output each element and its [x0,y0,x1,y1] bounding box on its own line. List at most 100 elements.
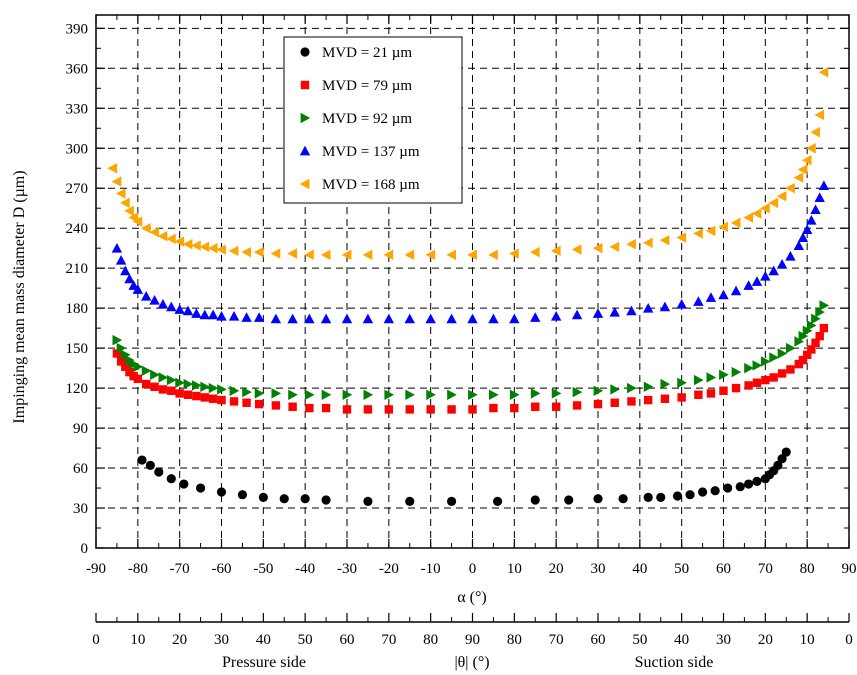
data-point [677,393,686,402]
y-tick-label: 90 [73,421,88,437]
data-point [743,280,754,290]
legend-marker [299,178,310,190]
data-point [810,127,820,138]
data-point [706,389,716,398]
data-point [550,245,561,257]
data-point [341,313,353,324]
x-tick-label: 70 [758,561,773,577]
data-point [814,192,825,202]
grid-lines [96,15,849,548]
data-point [446,249,457,261]
data-point [468,405,477,414]
data-point [208,394,218,403]
data-point [806,143,816,154]
data-point [216,487,227,497]
data-point [710,486,720,496]
data-point [142,379,151,389]
data-point [132,216,143,227]
series-1 [137,447,791,506]
data-point [768,197,779,209]
data-point [530,312,541,322]
data-point [446,313,457,324]
data-point [610,384,620,395]
data-point [141,290,152,301]
data-point [530,246,540,258]
data-point [254,388,265,399]
data-point [253,312,265,322]
data-point [610,398,619,407]
x-tick-label: -20 [379,561,399,577]
x2-tick-label: 30 [716,632,731,648]
data-point [693,296,704,306]
data-point [719,386,728,395]
pressure-side-caption: Pressure side [222,654,306,671]
data-point [242,398,251,407]
legend-label: MVD = 21 µm [322,45,412,61]
data-point [593,399,603,409]
x-tick-label: -30 [337,561,357,577]
data-point [697,487,708,497]
data-point [229,385,240,396]
x-tick-label: -80 [128,561,148,577]
data-point [321,495,331,505]
data-point [786,365,795,374]
data-point [793,172,804,183]
data-point [124,273,135,284]
data-point [166,301,177,312]
data-point [145,460,155,470]
y-tick-label: 270 [66,181,89,197]
x-tick-label: 10 [507,561,522,577]
y-tick-label: 390 [66,21,89,37]
data-point [182,305,194,316]
data-point [677,377,687,388]
x2-tick-label: 70 [549,632,564,648]
data-point [807,345,816,354]
data-point [229,397,239,406]
data-point [175,377,185,388]
x-tick-label: -10 [421,561,441,577]
data-point [743,212,754,223]
data-point [760,203,770,214]
data-point [776,191,787,202]
data-point [228,245,239,257]
y-tick-label: 150 [66,341,89,357]
data-point [107,163,118,174]
data-point [137,455,147,465]
x-tick-label: -40 [295,561,315,577]
x-tick-label: 30 [591,561,606,577]
data-point [363,496,373,506]
x2-tick-label: 10 [800,632,815,648]
data-point [404,249,415,261]
data-point [592,242,603,254]
data-point [814,109,825,121]
data-point [158,385,168,394]
data-point [752,360,763,371]
data-point [509,313,520,324]
data-point [785,183,795,194]
data-point [111,242,123,253]
data-point [815,306,825,318]
data-point [773,460,783,470]
data-point [819,300,830,311]
data-point [627,382,637,394]
x2-tick-label: 50 [298,632,313,648]
x-tick-label: 50 [674,561,689,577]
data-point [706,372,717,383]
data-point [643,302,654,313]
data-point [752,476,762,486]
data-point [362,313,374,324]
data-point [133,374,143,383]
data-point [685,490,695,500]
x-tick-label: -70 [170,561,190,577]
data-point [468,389,478,400]
data-point [166,374,177,386]
x2-tick-label: 40 [256,632,271,648]
data-point [199,241,210,253]
data-point [200,393,209,402]
data-point [744,381,753,390]
x2-tick-label: 50 [632,632,647,648]
data-point [761,375,770,385]
x-tick-label: 80 [800,561,815,577]
x-tick-label: 40 [632,561,647,577]
data-point [141,365,152,376]
